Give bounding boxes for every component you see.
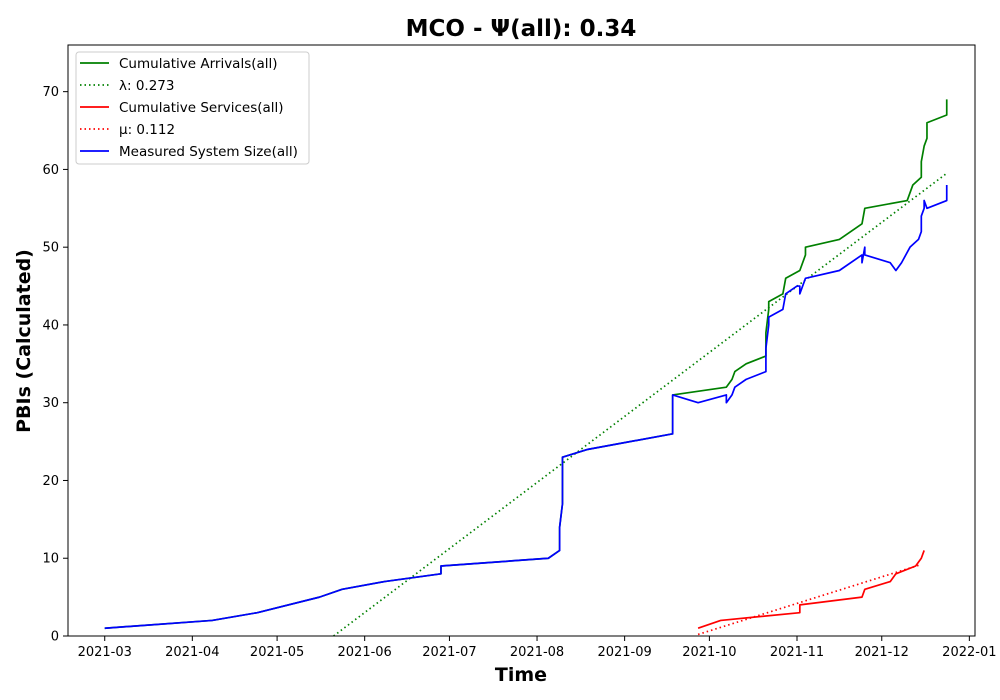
legend-label-2: Cumulative Services(all) (119, 100, 284, 116)
x-tick-label-9: 2021-12 (855, 645, 909, 660)
x-tick-label-4: 2021-07 (422, 645, 476, 660)
y-tick-label-1: 10 (42, 552, 59, 567)
x-tick-label-6: 2021-09 (597, 645, 651, 660)
legend: Cumulative Arrivals(all) λ: 0.273 Cumulati… (75, 51, 310, 165)
series-line-3 (697, 563, 922, 636)
x-tick-label-2: 2021-05 (250, 645, 304, 660)
legend-label-4: Measured System Size(all) (119, 144, 298, 160)
series-line-1 (333, 172, 948, 637)
x-axis: 2021-03 2021-04 2021-05 2021-06 2021-07 2021-… (78, 636, 997, 660)
y-tick-label-6: 60 (42, 163, 59, 178)
y-tick-label-4: 40 (42, 318, 59, 333)
x-tick-label-0: 2021-03 (78, 645, 132, 660)
x-tick-label-10: 2022-01 (942, 645, 996, 660)
legend-label-1: λ: 0.273 (119, 78, 174, 94)
y-tick-label-3: 30 (42, 396, 59, 411)
plot-frame (67, 44, 976, 637)
plot-area (104, 99, 948, 637)
y-tick-label-0: 0 (51, 630, 59, 645)
x-tick-label-5: 2021-08 (510, 645, 564, 660)
legend-label-0: Cumulative Arrivals(all) (119, 56, 278, 72)
x-tick-label-7: 2021-10 (682, 645, 736, 660)
y-axis-title: PBIs (Calculated) (13, 249, 35, 433)
y-tick-label-5: 50 (42, 241, 59, 256)
chart-title: MCO - Ψ(all): 0.34 (406, 16, 637, 42)
x-tick-label-8: 2021-11 (770, 645, 824, 660)
series-line-0 (104, 99, 948, 630)
y-tick-label-2: 20 (42, 474, 59, 489)
y-axis: 0 10 20 30 40 50 60 70 (42, 85, 68, 645)
series-line-2 (697, 550, 925, 630)
x-axis-title: Time (495, 664, 547, 686)
x-tick-label-3: 2021-06 (338, 645, 392, 660)
legend-label-3: μ: 0.112 (119, 122, 175, 138)
series-line-4 (104, 184, 948, 630)
legend-box (75, 51, 310, 165)
y-tick-label-7: 70 (42, 85, 59, 100)
x-tick-label-1: 2021-04 (165, 645, 219, 660)
